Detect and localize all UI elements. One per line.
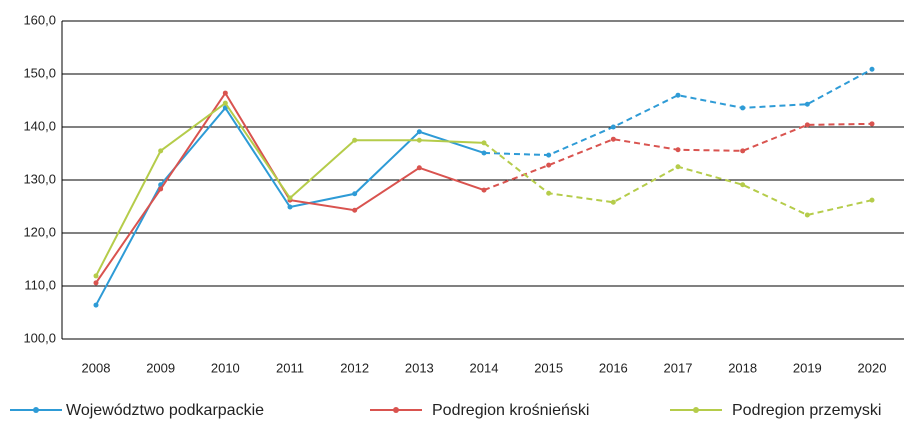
data-point <box>416 165 422 171</box>
x-tick-label: 2012 <box>340 360 369 375</box>
legend-swatch-dot <box>33 407 39 413</box>
x-tick-label: 2016 <box>599 360 628 375</box>
data-point <box>675 147 681 153</box>
data-point <box>610 124 616 130</box>
legend-label: Podregion przemyski <box>732 402 881 419</box>
data-point <box>352 191 358 197</box>
data-point <box>610 199 616 205</box>
data-point <box>869 121 875 127</box>
y-tick-label: 130,0 <box>23 171 56 186</box>
data-point <box>416 129 422 135</box>
data-point <box>158 148 164 154</box>
series-line <box>483 68 873 157</box>
data-point <box>675 164 681 170</box>
legend-swatch-dot <box>693 407 699 413</box>
y-tick-label: 160,0 <box>23 12 56 27</box>
legend-label: Podregion krośnieński <box>432 402 589 419</box>
data-point <box>869 66 875 72</box>
data-point <box>416 137 422 143</box>
data-point <box>222 90 228 96</box>
data-point <box>481 140 487 146</box>
data-point <box>481 187 487 193</box>
series-line <box>483 142 873 217</box>
x-tick-label: 2020 <box>858 360 887 375</box>
data-point <box>158 186 164 192</box>
data-point <box>222 100 228 106</box>
x-tick-label: 2019 <box>793 360 822 375</box>
data-point <box>869 197 875 203</box>
y-tick-label: 100,0 <box>23 330 56 345</box>
data-point <box>546 190 552 196</box>
series-line <box>95 101 485 277</box>
x-tick-label: 2008 <box>82 360 111 375</box>
data-point <box>93 273 99 279</box>
x-tick-label: 2015 <box>534 360 563 375</box>
y-tick-label: 140,0 <box>23 118 56 133</box>
x-tick-label: 2010 <box>211 360 240 375</box>
data-point <box>352 137 358 143</box>
data-point <box>352 207 358 213</box>
data-point <box>287 204 293 210</box>
data-point <box>93 280 99 286</box>
data-point <box>481 150 487 156</box>
data-point <box>675 92 681 98</box>
data-point <box>546 152 552 158</box>
x-tick-label: 2013 <box>405 360 434 375</box>
data-point <box>546 162 552 168</box>
x-tick-label: 2017 <box>664 360 693 375</box>
series-line <box>95 91 485 284</box>
data-point <box>610 136 616 142</box>
y-tick-label: 110,0 <box>24 277 56 292</box>
data-point <box>804 212 810 218</box>
data-point <box>93 302 99 308</box>
data-point <box>287 195 293 201</box>
y-tick-label: 150,0 <box>23 65 56 80</box>
data-point <box>804 122 810 128</box>
legend-label: Województwo podkarpackie <box>66 402 264 419</box>
x-tick-label: 2009 <box>146 360 175 375</box>
y-tick-label: 120,0 <box>23 224 56 239</box>
x-tick-label: 2018 <box>728 360 757 375</box>
x-tick-label: 2014 <box>470 360 499 375</box>
data-point <box>804 101 810 107</box>
data-point <box>740 105 746 111</box>
data-point <box>740 148 746 154</box>
x-tick-label: 2011 <box>276 360 304 375</box>
legend-swatch-dot <box>393 407 399 413</box>
data-point <box>740 182 746 188</box>
